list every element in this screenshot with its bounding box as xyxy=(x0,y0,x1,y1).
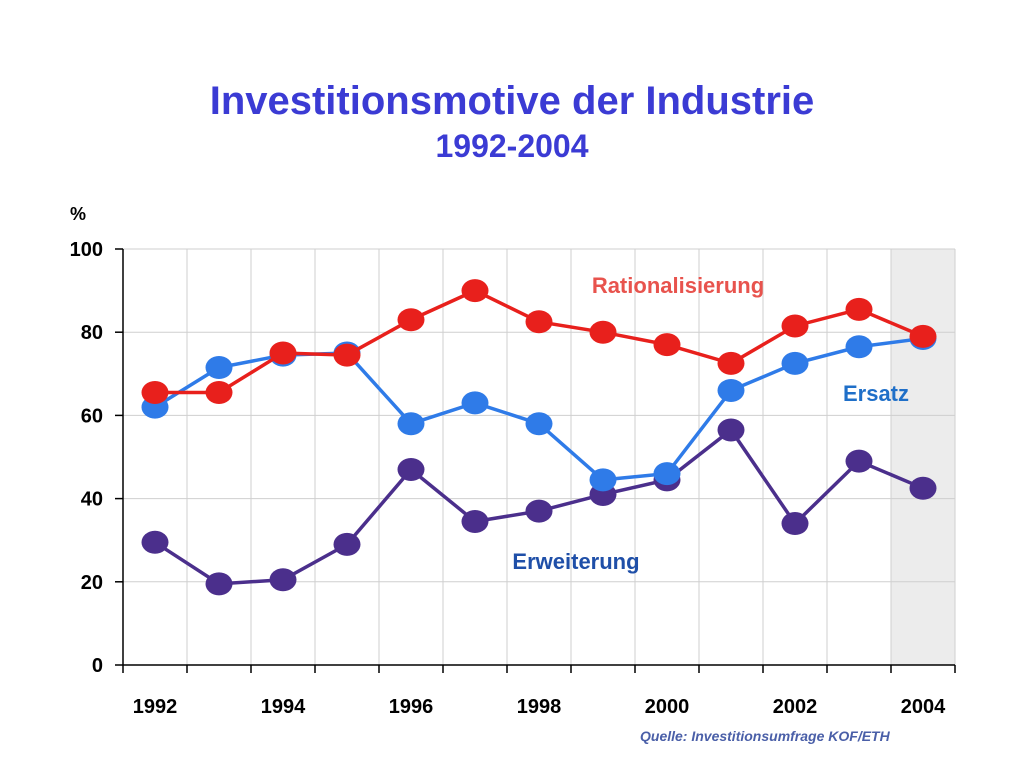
data-point-ersatz xyxy=(589,468,617,492)
data-point-ersatz xyxy=(525,412,553,436)
x-tick-label: 1992 xyxy=(133,696,178,718)
x-tick-label: 2004 xyxy=(901,696,946,718)
data-point-rationalisierung xyxy=(653,333,681,357)
data-point-erweiterung xyxy=(269,568,297,592)
data-point-erweiterung xyxy=(141,530,169,554)
chart-subtitle: 1992-2004 xyxy=(435,128,589,164)
data-point-rationalisierung xyxy=(909,324,937,348)
data-point-rationalisierung xyxy=(205,381,233,405)
data-point-erweiterung xyxy=(333,532,361,556)
x-tick-label: 1998 xyxy=(517,696,562,718)
y-tick-label: 80 xyxy=(81,322,103,344)
y-tick-label: 100 xyxy=(70,239,103,261)
x-tick-label: 1994 xyxy=(261,696,306,718)
data-point-rationalisierung xyxy=(525,310,553,334)
data-point-ersatz xyxy=(205,356,233,380)
data-point-rationalisierung xyxy=(845,297,873,321)
data-point-ersatz xyxy=(397,412,425,436)
data-point-erweiterung xyxy=(205,572,233,596)
data-point-rationalisierung xyxy=(397,308,425,332)
data-point-rationalisierung xyxy=(269,341,297,365)
data-point-erweiterung xyxy=(397,457,425,481)
data-point-erweiterung xyxy=(781,512,809,536)
x-tick-label: 2000 xyxy=(645,696,690,718)
y-tick-label: 0 xyxy=(92,655,103,677)
shaded-period xyxy=(891,249,955,665)
data-point-rationalisierung xyxy=(781,314,809,338)
series-label-erweiterung: Erweiterung xyxy=(512,549,639,574)
data-point-ersatz xyxy=(461,391,489,415)
data-point-ersatz xyxy=(845,335,873,359)
data-point-ersatz xyxy=(717,378,745,402)
series-label-rationalisierung: Rationalisierung xyxy=(592,273,764,298)
y-tick-label: 20 xyxy=(81,572,103,594)
data-point-rationalisierung xyxy=(589,320,617,344)
x-tick-label: 1996 xyxy=(389,696,434,718)
data-point-rationalisierung xyxy=(333,343,361,367)
chart-title: Investitionsmotive der Industrie xyxy=(209,79,815,123)
data-point-rationalisierung xyxy=(717,351,745,375)
data-point-ersatz xyxy=(653,462,681,486)
title-block: Investitionsmotive der Industrie 1992-20… xyxy=(0,78,1024,166)
data-point-ersatz xyxy=(781,351,809,375)
data-point-erweiterung xyxy=(717,418,745,442)
source-note: Quelle: Investitionsumfrage KOF/ETH xyxy=(640,728,890,744)
y-tick-label: 40 xyxy=(81,489,103,511)
y-axis-unit: % xyxy=(70,204,86,224)
series-label-ersatz: Ersatz xyxy=(843,381,909,406)
data-point-erweiterung xyxy=(525,499,553,523)
series-line-rationalisierung xyxy=(155,288,924,395)
data-point-rationalisierung xyxy=(141,381,169,405)
data-point-erweiterung xyxy=(845,449,873,473)
data-point-rationalisierung xyxy=(461,279,489,303)
y-tick-label: 60 xyxy=(81,405,103,427)
data-point-erweiterung xyxy=(909,476,937,500)
x-tick-label: 2002 xyxy=(773,696,818,718)
data-point-erweiterung xyxy=(461,509,489,533)
